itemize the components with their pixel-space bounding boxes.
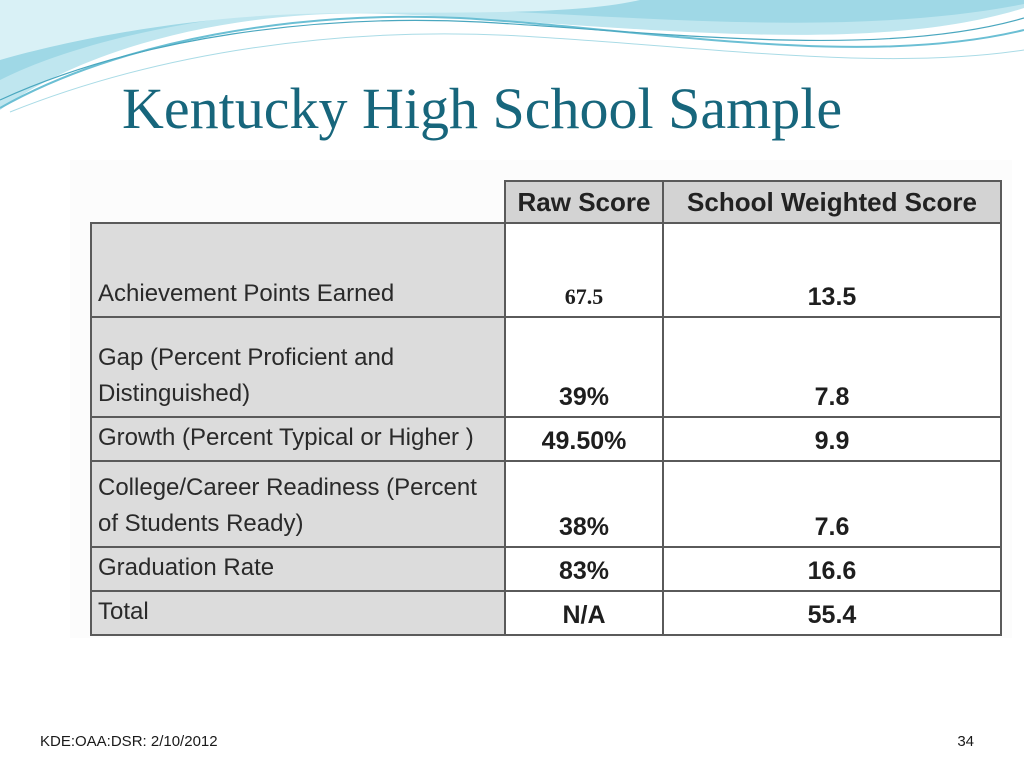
weighted-score-cell: 55.4 (662, 590, 1002, 636)
row-label: Growth (Percent Typical or Higher ) (90, 416, 506, 462)
weighted-score-cell: 13.5 (662, 222, 1002, 318)
table-row: Achievement Points Earned 67.5 13.5 (90, 222, 1002, 318)
weighted-score-cell: 9.9 (662, 416, 1002, 462)
row-label: Graduation Rate (90, 546, 506, 592)
row-label: College/Career Readiness (Percent of Stu… (90, 460, 506, 548)
table-corner (91, 181, 505, 223)
raw-score-cell: 38% (504, 460, 664, 548)
score-table: Raw Score School Weighted Score Achievem… (90, 180, 1002, 636)
table-row: Graduation Rate 83% 16.6 (90, 546, 1002, 592)
raw-score-cell: 83% (504, 546, 664, 592)
raw-score-cell: 49.50% (504, 416, 664, 462)
weighted-score-cell: 16.6 (662, 546, 1002, 592)
row-label: Gap (Percent Proficient and Distinguishe… (90, 316, 506, 418)
weighted-score-cell: 7.6 (662, 460, 1002, 548)
slide-title: Kentucky High School Sample (122, 76, 843, 141)
footer-source: KDE:OAA:DSR: 2/10/2012 (40, 733, 218, 750)
raw-score-cell: N/A (504, 590, 664, 636)
raw-score-cell: 67.5 (504, 222, 664, 318)
weighted-score-cell: 7.8 (662, 316, 1002, 418)
row-label: Total (90, 590, 506, 636)
page-number: 34 (957, 733, 974, 750)
table-row: Growth (Percent Typical or Higher ) 49.5… (90, 416, 1002, 462)
header-weighted-score: School Weighted Score (662, 180, 1002, 224)
table-row: College/Career Readiness (Percent of Stu… (90, 460, 1002, 548)
header-wave-decoration (0, 0, 1024, 113)
row-label: Achievement Points Earned (90, 222, 506, 318)
table-row: Total N/A 55.4 (90, 590, 1002, 636)
table-row: Gap (Percent Proficient and Distinguishe… (90, 316, 1002, 418)
header-raw-score: Raw Score (504, 180, 664, 224)
raw-score-cell: 39% (504, 316, 664, 418)
